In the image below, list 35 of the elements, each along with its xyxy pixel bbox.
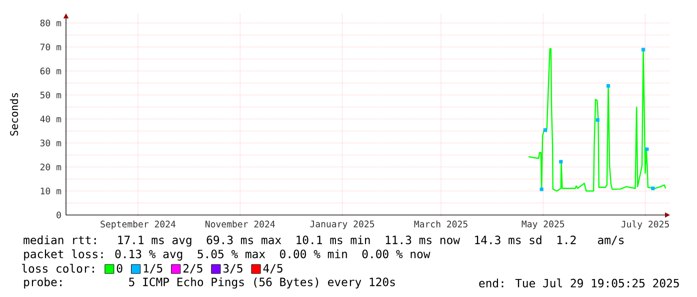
y-axis-title: Seconds [10,93,18,136]
point [543,128,548,132]
x-tick-label: March 2025 [414,220,468,228]
x-tick-label: September 2024 [100,220,176,230]
y-tick-label: 10 m [40,188,62,194]
x-tick-label: July 2025 [621,220,669,230]
y-tick-label: 20 m [40,164,62,170]
y-tick-label: 0 [56,212,61,218]
y-tick-label: 80 m [40,20,62,26]
point [651,186,655,190]
x-tick-label: May 2025 [522,220,564,230]
line-series [528,48,666,192]
legend-label: 1/5 [144,264,162,274]
legend-label: 2/5 [183,264,202,274]
legend-label: 0 [116,264,122,273]
point [596,118,600,122]
y-tick-label: 60 m [40,68,62,74]
x-tick-label: January 2025 [310,220,374,230]
y-tick-label: 50 m [40,92,62,98]
legend-label: 4/5 [263,264,282,274]
text: probe: 5 ICMP Echo Pings (56 Bytes) every 120s [24,277,395,289]
text: end: Tue Jul 29 19:05:25 2025 [479,278,679,288]
point [645,147,649,152]
y-tick-label: 40 m [40,116,62,122]
x-tick-label: November 2024 [206,220,275,228]
text: median rtt: 17.1 ms avg 69.3 ms max 10.1 ms min 11.3 ms now 14.3 ms sd 1.2 am/s [24,235,624,247]
legend-label: 3/5 [223,264,242,274]
y-tick-label: 30 m [40,140,62,146]
point [540,188,544,192]
legend-title: loss color: [22,264,94,273]
point [559,160,563,164]
point [641,48,646,52]
point [606,84,610,88]
text: packet loss: 0.13 % avg 5.05 % max 0.00 % min 0.00 % now [24,249,430,261]
y-tick-label: 70 m [40,44,62,50]
